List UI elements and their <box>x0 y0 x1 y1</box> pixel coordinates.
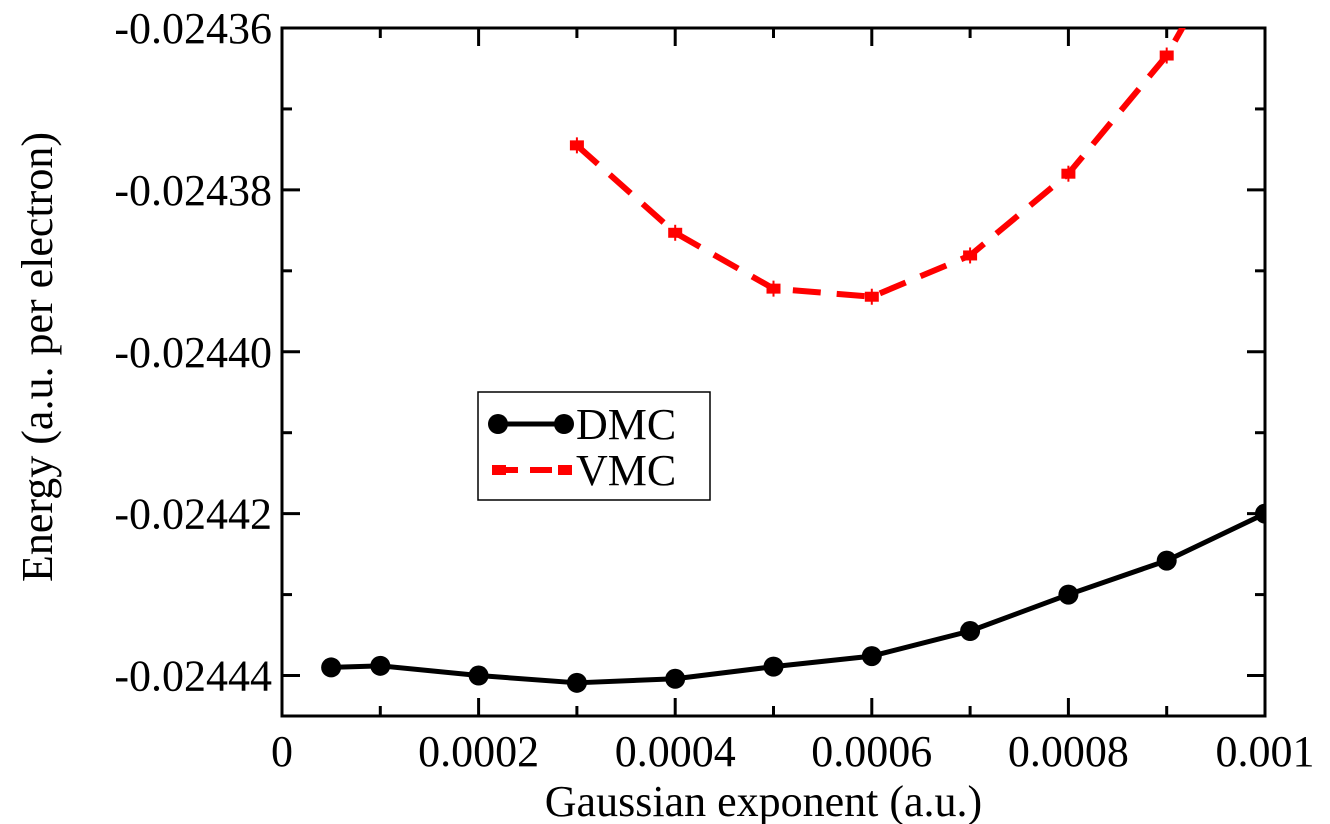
y-tick-label: -0.02438 <box>114 166 272 215</box>
vmc-line <box>574 28 1186 300</box>
dmc-point <box>566 672 587 693</box>
x-tick-label: 0.0008 <box>1008 727 1129 776</box>
y-axis-title: Energy (a.u. per electron) <box>13 132 62 582</box>
x-tick-label: 0.0004 <box>615 727 736 776</box>
dmc-point <box>665 668 686 689</box>
legend-vmc-label: VMC <box>576 446 676 495</box>
x-tick-label: 0.0006 <box>811 727 932 776</box>
dmc-point <box>321 657 342 678</box>
dmc-point <box>861 646 882 667</box>
x-tick-label: 0.0002 <box>418 727 539 776</box>
y-tick-label: -0.02444 <box>114 652 272 701</box>
legend-dmc-label: DMC <box>576 400 676 449</box>
dmc-point <box>960 621 981 642</box>
dmc-point <box>1156 550 1177 571</box>
plot-frame <box>280 26 1267 718</box>
dmc-point <box>370 655 391 676</box>
dmc-point <box>763 656 784 677</box>
legend-vmc-marker <box>558 465 572 475</box>
y-tick-label: -0.02440 <box>114 328 272 377</box>
x-tick-label: 0.001 <box>1216 727 1315 776</box>
x-axis-title: Gaussian exponent (a.u.) <box>545 777 982 824</box>
legend-box <box>477 391 711 501</box>
plot-area <box>280 26 1267 718</box>
legend-dmc-marker <box>488 414 508 434</box>
axes-layer: 0 0.0002 0.0004 0.0006 0.0008 0.001 -0.02444 -0… <box>13 4 1315 824</box>
dmc-point <box>468 665 489 686</box>
dmc-point <box>1058 584 1079 605</box>
x-tick-label: 0 <box>271 727 293 776</box>
y-tick-label: -0.02442 <box>114 490 272 539</box>
legend-dmc-marker <box>554 414 574 434</box>
series-layer <box>321 28 1265 693</box>
y-tick-label: -0.02436 <box>114 4 272 53</box>
dmc-line <box>331 511 1265 686</box>
legend-vmc-marker <box>492 465 506 475</box>
